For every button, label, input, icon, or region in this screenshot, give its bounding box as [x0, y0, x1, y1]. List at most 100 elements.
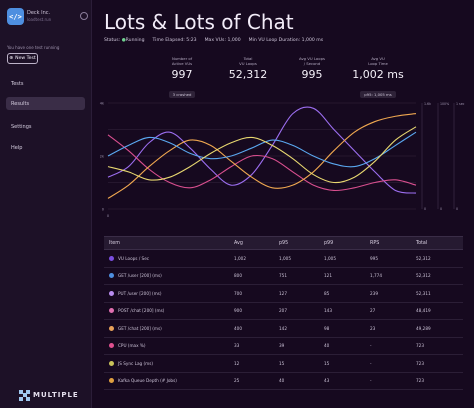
running-status-icon: ●: [121, 38, 126, 43]
tests-running-text: You have one test running: [7, 45, 60, 50]
series-line-0: [107, 106, 417, 194]
stat-loop-time: Avg VU Loop Time 1,002 ms p95: 1,005 ms: [348, 56, 408, 100]
stat-value: 995: [301, 68, 323, 81]
logo-text: MULTIPLE: [33, 391, 79, 399]
org-subtitle: loadtest.run: [27, 17, 52, 22]
y-tick-label: 0: [102, 208, 104, 212]
cell-p99: 121: [324, 273, 332, 279]
right-axis-top-label: 1 sec: [456, 102, 465, 106]
cell-p99: 15: [324, 360, 330, 366]
cell-rps: -: [370, 378, 372, 384]
stat-active-vus: Number of Active VUs 997 3 crashed: [152, 56, 212, 100]
item-label: CPU (max %): [118, 343, 146, 349]
sidebar-item-tests[interactable]: Tests: [11, 80, 24, 87]
metrics-table: Item Avg p95 p99 RPS Total VU Loops / Se…: [104, 236, 463, 390]
cell-total: 49,289: [416, 325, 431, 331]
sidebar: </> Deck Inc. loadtest.run You have one …: [0, 0, 92, 408]
cell-p99: 40: [324, 343, 330, 349]
org-name: Deck Inc.: [27, 10, 51, 16]
y-tick-label: 4k: [100, 102, 105, 106]
multiple-logo-icon: [19, 389, 30, 401]
cell-item: POST /chat [200] (ms): [104, 308, 229, 314]
table-row[interactable]: POST /chat [200] (ms) 900 207 143 27 48,419: [104, 303, 463, 320]
table-row[interactable]: JS Sync Lag (ms) 12 15 15 - 723: [104, 355, 463, 373]
series-color-icon: [109, 343, 114, 349]
cell-rps: 27: [370, 308, 376, 314]
right-axis-top-label: 100%: [440, 102, 449, 106]
cell-avg: 700: [234, 290, 242, 296]
item-label: JS Sync Lag (ms): [118, 360, 154, 366]
cell-total: 52,312: [416, 255, 431, 261]
gear-icon[interactable]: [80, 12, 88, 20]
series-color-icon: [109, 308, 114, 314]
cell-rps: 995: [370, 255, 378, 261]
table-row[interactable]: VU Loops / Sec 1,002 1,005 1,005 995 52,312: [104, 250, 463, 268]
item-label: GET /chat [200] (ms): [118, 325, 162, 331]
cell-item: CPU (max %): [104, 343, 229, 349]
new-test-button[interactable]: ⊕ New Test: [7, 53, 38, 64]
cell-total: 723: [416, 360, 424, 366]
cell-p95: 127: [279, 290, 287, 296]
cell-p95: 39: [279, 343, 285, 349]
cell-total: 723: [416, 343, 424, 349]
cell-avg: 800: [234, 273, 242, 279]
org-code-icon: </>: [7, 8, 24, 25]
cell-rps: -: [370, 360, 372, 366]
cell-avg: 33: [234, 343, 240, 349]
column-header-rps[interactable]: RPS: [370, 240, 380, 246]
cell-item: Kafka Queue Depth (# Jobs): [104, 378, 229, 384]
cell-p95: 40: [279, 378, 285, 384]
cell-p99: 143: [324, 308, 332, 314]
right-axis-bottom-label: 0: [440, 207, 442, 211]
series-color-icon: [109, 255, 114, 261]
table-body: VU Loops / Sec 1,002 1,005 1,005 995 52,312 GE…: [104, 250, 463, 390]
new-test-label: New Test: [15, 56, 36, 61]
table-row[interactable]: GET /chat [200] (ms) 400 142 98 23 49,289: [104, 320, 463, 338]
org-switcher[interactable]: </> Deck Inc. loadtest.run: [7, 8, 88, 26]
stat-loops-per-second: Avg VU Loops / Second 995: [282, 56, 342, 81]
max-vus-item: Max VUs: 1,000: [204, 38, 241, 43]
cell-total: 52,312: [416, 273, 431, 279]
stat-label: Avg VU Loops / Second: [299, 56, 325, 66]
cell-p99: 43: [324, 378, 330, 384]
column-header-avg[interactable]: Avg: [234, 240, 243, 246]
sidebar-item-settings[interactable]: Settings: [11, 123, 32, 130]
cell-item: VU Loops / Sec: [104, 255, 229, 261]
cell-avg: 1,002: [234, 255, 246, 261]
series-color-icon: [109, 273, 114, 279]
series-color-icon: [109, 360, 114, 366]
cell-p95: 207: [279, 308, 287, 314]
cell-p99: 1,005: [324, 255, 336, 261]
stat-value: 997: [171, 68, 193, 81]
table-header: Item Avg p95 p99 RPS Total: [104, 236, 463, 250]
column-header-p95[interactable]: p95: [279, 240, 289, 246]
cell-p99: 85: [324, 290, 330, 296]
crashed-badge: 3 crashed: [168, 91, 196, 98]
stat-value: 1,002 ms: [352, 68, 404, 81]
cell-avg: 900: [234, 308, 242, 314]
cell-p95: 142: [279, 325, 287, 331]
stat-label: Total VU Loops: [239, 56, 257, 66]
cell-total: 48,419: [416, 308, 431, 314]
table-row[interactable]: Kafka Queue Depth (# Jobs) 25 40 43 - 723: [104, 373, 463, 390]
series-line-4: [107, 126, 417, 184]
y-tick-label: 2k: [100, 155, 105, 159]
cell-total: 723: [416, 378, 424, 384]
table-row[interactable]: PUT /user [200] (ms) 700 127 85 239 52,311: [104, 285, 463, 303]
sidebar-item-results[interactable]: Results: [6, 97, 85, 110]
stat-value: 52,312: [228, 68, 268, 81]
cell-item: GET /chat [200] (ms): [104, 325, 229, 331]
column-header-item[interactable]: Item: [109, 240, 120, 246]
item-label: VU Loops / Sec: [118, 255, 150, 261]
stat-total-loops: Total VU Loops 52,312: [218, 56, 278, 81]
column-header-total[interactable]: Total: [416, 240, 428, 246]
cell-rps: -: [370, 343, 372, 349]
column-header-p99[interactable]: p99: [324, 240, 334, 246]
plus-icon: ⊕: [9, 56, 14, 61]
cell-rps: 1,774: [370, 273, 382, 279]
cell-rps: 239: [370, 290, 378, 296]
table-row[interactable]: CPU (max %) 33 39 40 - 723: [104, 338, 463, 355]
sidebar-item-help[interactable]: Help: [11, 144, 23, 151]
table-row[interactable]: GET /user [200] (ms) 800 751 121 1,774 52,312: [104, 268, 463, 285]
